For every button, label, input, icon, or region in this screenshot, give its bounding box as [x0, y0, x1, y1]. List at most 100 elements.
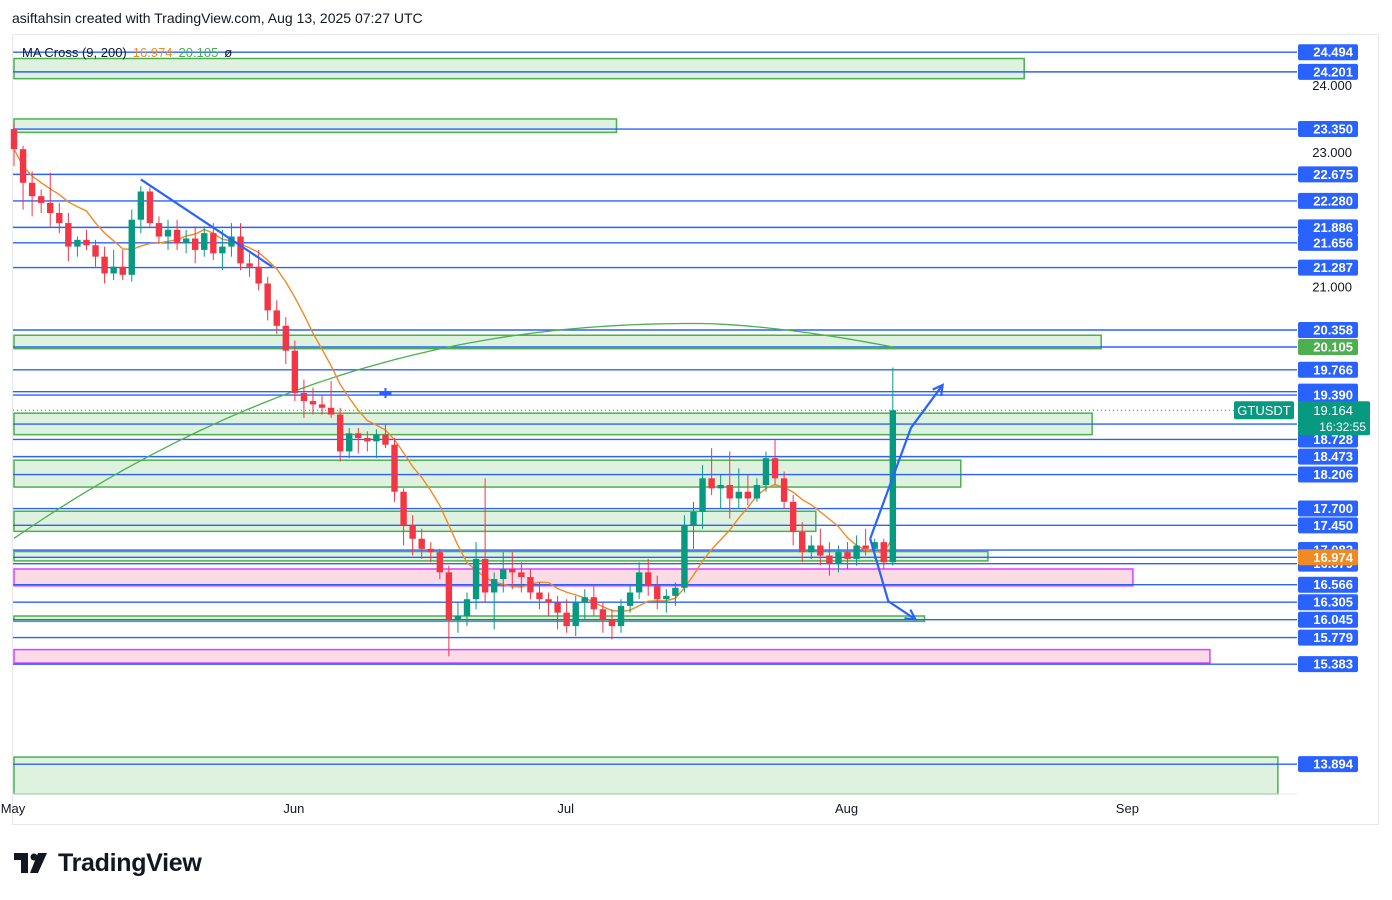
candle-body: [37, 196, 45, 203]
level-label: 18.206: [1313, 467, 1353, 482]
level-label-bg: [1298, 594, 1358, 611]
tradingview-logo-icon: [14, 853, 47, 873]
candle-body: [645, 572, 652, 586]
candle-body: [237, 236, 244, 264]
candle: [65, 212, 72, 262]
candle-body: [246, 263, 253, 267]
candle: [762, 451, 770, 492]
candle-body: [581, 597, 588, 603]
candle: [291, 340, 299, 402]
ma200-layer: [13, 322, 893, 539]
candle-body: [83, 239, 90, 246]
candle: [318, 395, 326, 415]
candle: [645, 558, 652, 596]
candle: [536, 582, 543, 610]
candle-body: [65, 223, 72, 247]
x-tick-label: May: [1, 801, 26, 816]
candle-body: [853, 545, 860, 559]
candle: [817, 528, 824, 566]
candle: [708, 448, 715, 496]
candle-body: [672, 587, 679, 596]
candle-body: [563, 612, 570, 627]
level-label: 20.358: [1313, 323, 1353, 338]
candle-body: [327, 407, 335, 415]
candle-body: [273, 310, 280, 326]
candle: [327, 380, 335, 418]
level-label-bg: [1298, 576, 1358, 593]
candle: [681, 515, 688, 593]
candle-body: [427, 548, 434, 553]
level-label: 18.473: [1313, 449, 1353, 464]
symbol-badge-bg: [1234, 401, 1294, 420]
tradingview-logo-text: TradingView: [58, 848, 202, 877]
projection-arrow[interactable]: [869, 538, 917, 621]
candle: [246, 253, 253, 277]
candle-body: [391, 444, 398, 492]
candle: [264, 276, 271, 321]
indicator-badge-bg: [1298, 338, 1358, 355]
candle: [654, 575, 661, 610]
level-label: 19.390: [1313, 388, 1353, 403]
level-label: 15.779: [1313, 630, 1353, 645]
candle: [110, 249, 117, 281]
candle: [599, 602, 607, 633]
candle: [554, 595, 561, 630]
candle: [880, 538, 887, 569]
candle: [780, 471, 788, 509]
tradingview-logo[interactable]: TradingView: [14, 848, 202, 878]
candle-body: [509, 568, 516, 573]
candle-body: [500, 568, 507, 580]
zone-green: [13, 615, 926, 623]
candle: [219, 229, 226, 271]
projection-arrow[interactable]: [869, 384, 944, 540]
candle-body: [490, 579, 498, 593]
candle-body: [472, 558, 480, 600]
candle: [454, 602, 462, 633]
level-label-bg: [1298, 500, 1358, 517]
level-label-bg: [1298, 466, 1358, 483]
level-label: 24.201: [1313, 64, 1353, 79]
candle-body: [119, 266, 126, 275]
candle-body: [92, 245, 99, 257]
x-tick-label: Jul: [557, 801, 574, 816]
indicator-legend[interactable]: MA Cross (9, 200) 16.974 20.105 ø: [22, 45, 232, 60]
level-label: 13.894: [1313, 757, 1354, 772]
candle-body: [835, 552, 842, 564]
candle: [300, 379, 308, 418]
candle-body: [318, 404, 326, 408]
axis-layer: May Jun Jul Aug Sep 24.000 23.000 21.000 24.494 2…: [1, 44, 1370, 816]
candle-body: [382, 434, 389, 445]
candle-body: [155, 223, 163, 237]
level-label-bg: [1298, 259, 1358, 276]
candle: [862, 528, 869, 556]
level-label-bg: [1298, 361, 1358, 378]
candle-body: [617, 605, 625, 627]
indicator-badge: 16.974: [1313, 550, 1354, 565]
candle-body: [418, 538, 425, 549]
candle-body: [309, 401, 317, 405]
candle-body: [481, 558, 489, 593]
candle: [436, 548, 444, 580]
level-label: 16.305: [1313, 595, 1353, 610]
candle-body: [844, 552, 851, 559]
arrow-head: [904, 609, 918, 621]
indicator-badge: 20.105: [1313, 339, 1353, 354]
candle: [19, 145, 27, 210]
candle: [400, 488, 407, 546]
candle-body: [862, 545, 869, 549]
level-label: 21.656: [1313, 235, 1353, 250]
trendline[interactable]: [140, 178, 273, 268]
zone-green: [13, 756, 1279, 795]
candle-body: [182, 238, 190, 244]
candle: [10, 124, 18, 166]
level-label-bg: [1298, 192, 1358, 209]
level-label-bg: [1298, 44, 1358, 61]
candle-body: [572, 602, 579, 627]
candle-body: [780, 478, 788, 502]
y-tick-label: 23.000: [1312, 145, 1352, 160]
candle-body: [101, 256, 108, 274]
candle: [518, 562, 525, 593]
candle-body: [744, 491, 752, 499]
candle: [409, 515, 416, 556]
